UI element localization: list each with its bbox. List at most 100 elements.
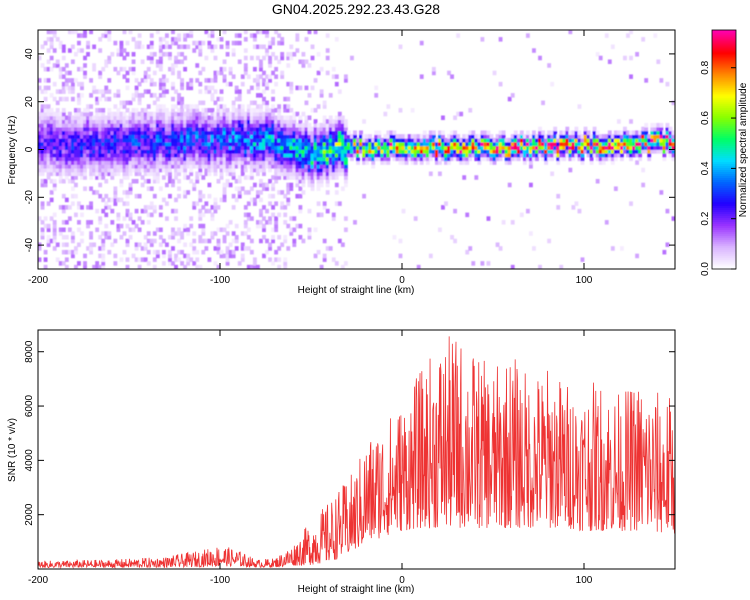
spectrogram-cell — [529, 160, 533, 165]
spectrogram-cell — [641, 141, 646, 147]
colorbar-swatch — [712, 195, 736, 198]
spectrogram-cell — [64, 63, 69, 68]
spectrogram-cell — [143, 171, 148, 177]
spectrogram-cell — [307, 164, 312, 169]
spectrogram-cell — [64, 197, 69, 203]
spectrogram-cell — [492, 145, 497, 150]
spectrogram-cell — [644, 141, 649, 147]
spectrogram-cell — [462, 134, 467, 139]
spectrogram-cell — [377, 145, 382, 150]
spectrogram-cell — [274, 122, 279, 128]
spectrogram-cell — [192, 182, 197, 188]
spectrogram-cell — [143, 115, 148, 121]
spectrogram-cell — [277, 145, 282, 150]
spectrogram-cell — [104, 156, 109, 162]
spectrogram-cell — [298, 126, 303, 132]
spectrogram-cell — [61, 242, 66, 247]
spectrogram-cell — [174, 160, 178, 165]
spectrogram-cell — [404, 137, 409, 143]
spectrogram-cell — [450, 145, 454, 150]
spectrogram-cell — [134, 208, 139, 214]
spectrogram-cell — [67, 119, 72, 124]
spectrogram-cell — [246, 175, 251, 180]
spectrogram-cell — [262, 182, 266, 188]
spectrogram-cell — [86, 44, 90, 50]
spectrogram-cell — [492, 70, 497, 76]
spectrogram-cell — [353, 137, 357, 143]
spectrogram-cell — [259, 182, 263, 188]
spectrogram-cell — [252, 257, 257, 262]
spectrogram-cell — [444, 201, 448, 206]
spectrogram-cell — [216, 96, 221, 102]
spectrogram-cell — [137, 227, 142, 233]
spectrogram-cell — [165, 126, 169, 132]
spectrogram-cell — [234, 115, 239, 121]
spectrogram-cell — [128, 156, 133, 162]
spectrogram-cell — [152, 52, 157, 57]
spectrogram-cell — [647, 152, 652, 158]
spectrogram-cell — [340, 134, 345, 139]
spectrogram-cell — [107, 249, 112, 255]
spectrogram-cell — [268, 164, 272, 169]
spectrogram-cell — [225, 81, 230, 87]
spectrogram-cell — [225, 171, 230, 177]
spectrogram-cell — [398, 44, 403, 50]
spectrogram-cell — [286, 145, 291, 150]
spectrogram-cell — [67, 126, 72, 132]
x-tick-label: 0 — [399, 275, 405, 286]
spectrogram-cell — [134, 156, 139, 162]
spectrogram-cell — [501, 145, 506, 150]
spectrogram-cell — [337, 149, 342, 154]
spectrogram-cell — [592, 134, 597, 139]
spectrogram-cell — [234, 197, 239, 203]
spectrogram-cell — [77, 137, 81, 143]
spectrogram-cell — [298, 149, 303, 154]
spectrogram-cell — [656, 145, 661, 150]
spectrogram-cell — [447, 149, 451, 154]
spectrogram-cell — [386, 137, 391, 143]
spectrogram-cell — [219, 167, 224, 173]
spectrogram-cell — [386, 141, 391, 147]
spectrogram-cell — [586, 130, 591, 135]
spectrogram-cell — [365, 156, 370, 162]
spectrogram-cell — [219, 171, 224, 177]
spectrogram-cell — [216, 119, 221, 124]
spectrogram-cell — [204, 141, 209, 147]
spectrogram-cell — [577, 152, 582, 158]
spectrogram-cell — [180, 108, 184, 113]
spectrogram-cell — [204, 108, 209, 113]
spectrogram-cell — [143, 167, 148, 173]
spectrogram-cell — [301, 59, 306, 65]
spectrogram-cell — [116, 227, 121, 233]
spectrogram-cell — [67, 205, 72, 210]
spectrogram-cell — [337, 145, 342, 150]
spectrogram-cell — [89, 186, 93, 191]
spectrogram-cell — [313, 253, 318, 259]
spectrogram-cell — [161, 44, 166, 50]
spectrogram-cell — [343, 149, 348, 154]
spectrogram-cell — [43, 149, 48, 154]
spectrogram-cell — [256, 167, 260, 173]
spectrogram-cell — [256, 104, 260, 109]
spectrogram-cell — [201, 108, 206, 113]
spectrogram-cell — [331, 164, 336, 169]
spectrogram-cell — [498, 149, 503, 154]
spectrogram-cell — [598, 152, 603, 158]
spectrogram-cell — [304, 156, 309, 162]
spectrogram-cell — [626, 137, 630, 143]
spectrogram-cell — [331, 137, 336, 143]
spectrogram-cell — [95, 122, 100, 128]
spectrogram-cell — [155, 30, 160, 35]
spectrogram-cell — [46, 141, 51, 147]
spectrogram-cell — [325, 137, 330, 143]
spectrogram-cell — [110, 111, 115, 117]
spectrogram-cell — [58, 70, 63, 76]
spectrogram-cell — [422, 149, 427, 154]
spectrogram-cell — [134, 149, 139, 154]
spectrogram-cell — [671, 149, 675, 154]
spectrogram-cell — [501, 220, 506, 225]
spectrogram-cell — [213, 171, 218, 177]
spectrogram-cell — [113, 156, 118, 162]
spectrogram-cell — [168, 152, 172, 158]
spectrogram-cell — [225, 164, 230, 169]
